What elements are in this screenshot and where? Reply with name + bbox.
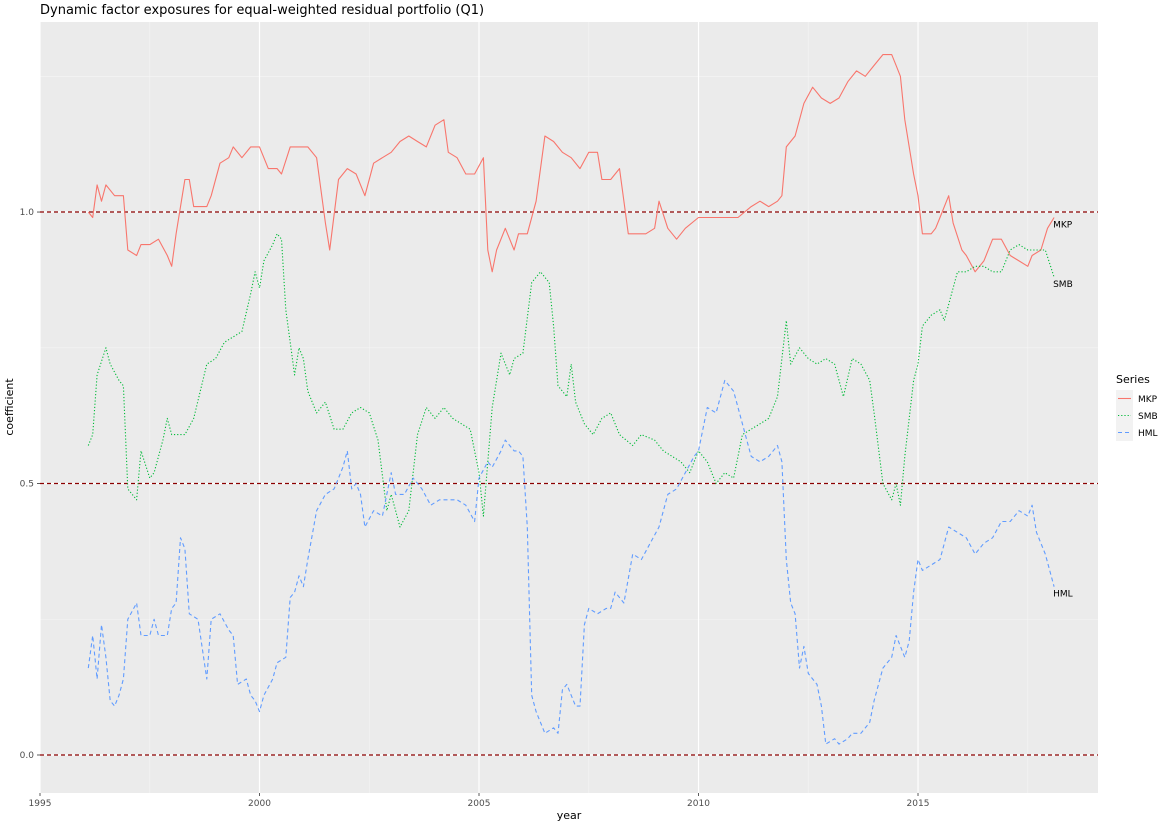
series-end-labels: MKP SMB HML	[1053, 220, 1073, 599]
series-line-smb	[87, 233, 1055, 528]
reference-lines	[40, 211, 1098, 756]
end-label-mkp: MKP	[1053, 220, 1073, 230]
legend-title: Series	[1116, 373, 1150, 386]
y-tick-label: 1.0	[20, 208, 35, 218]
x-tick-label: 1995	[29, 799, 52, 809]
legend-label-hml: HML	[1138, 429, 1158, 439]
plot-panel	[40, 22, 1098, 793]
chart-title: Dynamic factor exposures for equal-weigh…	[40, 3, 484, 18]
x-tick-label: 2015	[907, 799, 930, 809]
grid-minor	[40, 22, 1098, 793]
legend: Series MKP SMB HML	[1116, 373, 1158, 441]
x-tick-label: 2000	[248, 799, 271, 809]
legend-key-hml	[1116, 424, 1133, 441]
series-lines	[87, 54, 1055, 745]
end-label-hml: HML	[1053, 590, 1073, 600]
end-label-smb: SMB	[1053, 280, 1073, 290]
series-line-mkp	[87, 54, 1055, 273]
y-tick-label: 0.0	[20, 751, 35, 761]
series-line-hml	[87, 379, 1055, 745]
x-axis-ticks: 1995 2000 2005 2010 2015	[29, 793, 930, 809]
y-tick-label: 0.5	[20, 480, 34, 490]
y-axis-ticks: 0.0 0.5 1.0	[20, 208, 40, 761]
legend-label-mkp: MKP	[1138, 395, 1158, 405]
y-axis-title: coefficient	[3, 378, 16, 436]
legend-label-smb: SMB	[1138, 412, 1158, 422]
x-tick-label: 2010	[687, 799, 710, 809]
x-axis-title: year	[557, 809, 582, 822]
x-tick-label: 2005	[468, 799, 491, 809]
